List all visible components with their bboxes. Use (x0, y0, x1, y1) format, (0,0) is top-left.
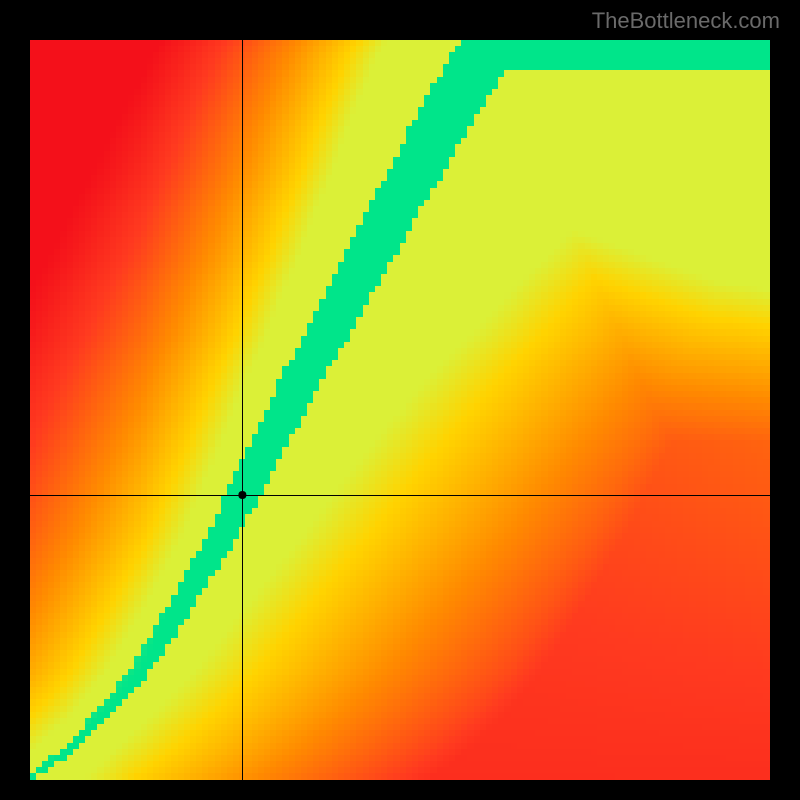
heatmap-canvas (30, 40, 770, 780)
heatmap-plot (30, 40, 770, 780)
watermark-text: TheBottleneck.com (592, 8, 780, 34)
chart-container: TheBottleneck.com (0, 0, 800, 800)
